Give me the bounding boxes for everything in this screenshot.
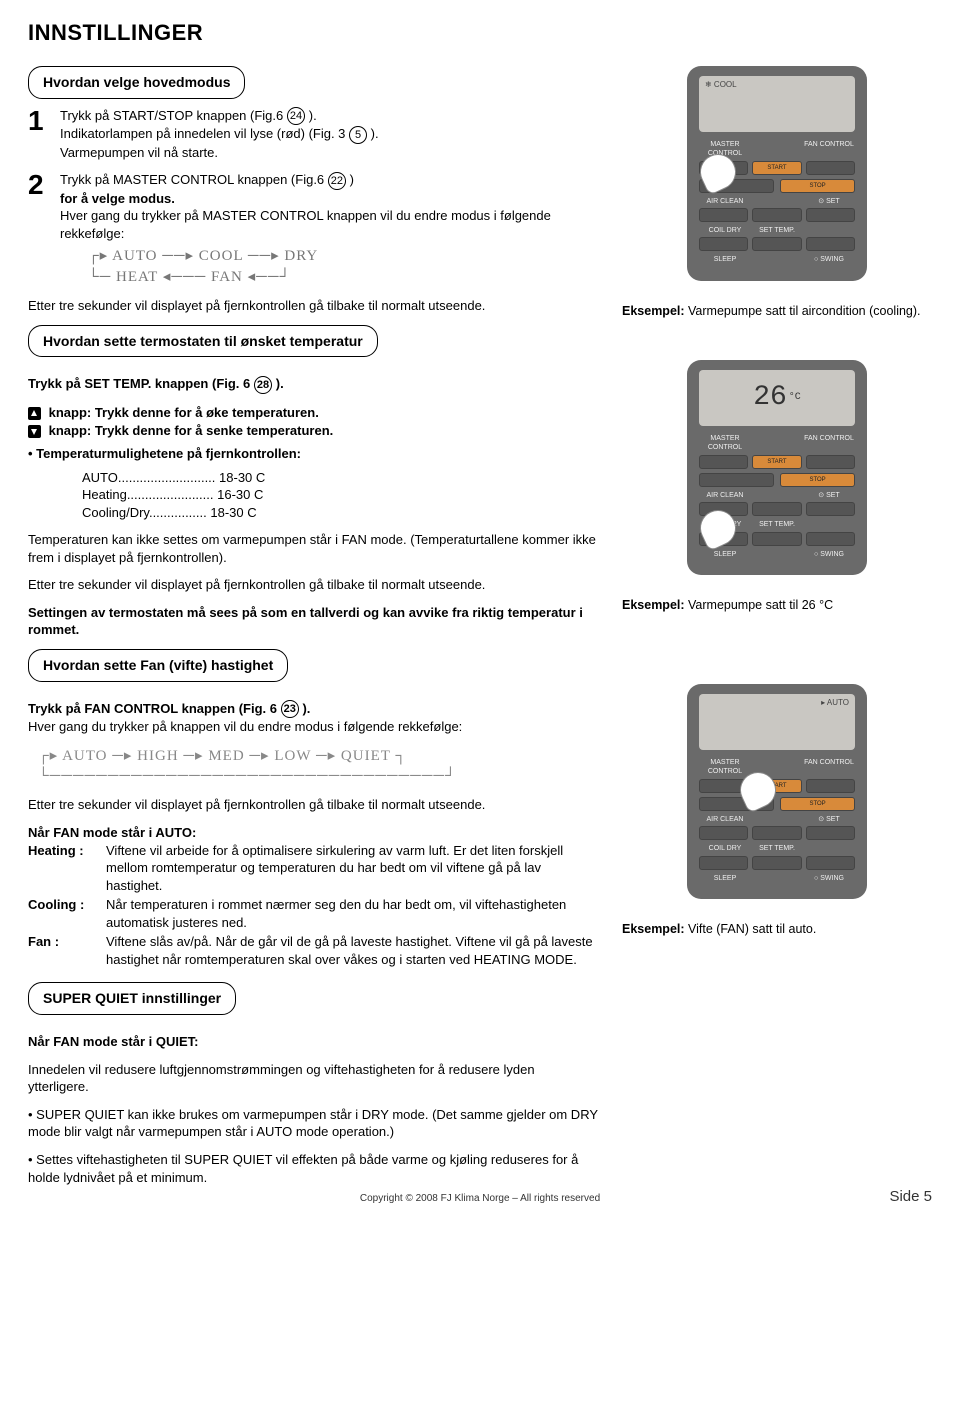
remote-example-1: ❄ COOL MASTER CONTROLFAN CONTROL START S… [622,66,932,281]
up-icon [28,407,41,420]
section2-heading: Hvordan sette termostaten til ønsket tem… [28,325,378,358]
sidebar-examples: ❄ COOL MASTER CONTROLFAN CONTROL START S… [622,66,932,1186]
page-number: Side 5 [889,1187,932,1207]
temp-ranges-header: • Temperaturmulighetene på fjernkontroll… [28,445,598,463]
section3-heading: Hvordan sette Fan (vifte) hastighet [28,649,288,682]
fan-control-instruction: Trykk på FAN CONTROL knappen (Fig. 6 23 … [28,700,598,736]
set-temp-instruction: Trykk på SET TEMP. knappen (Fig. 6 28 ). [28,375,598,394]
fan-mode-note: Temperaturen kan ikke settes om varmepum… [28,531,598,566]
ref-23: 23 [281,700,299,718]
ref-22: 22 [328,172,346,190]
caption-3: Eksempel: Vifte (FAN) satt til auto. [622,921,932,938]
quiet-header: Når FAN mode står i QUIET: [28,1033,598,1051]
step2-text: Trykk på MASTER CONTROL knappen (Fig.6 2… [60,171,598,287]
down-icon [28,425,41,438]
main-content: Hvordan velge hovedmodus 1 Trykk på STAR… [28,66,598,1186]
display-note: Etter tre sekunder vil displayet på fjer… [28,576,598,594]
fan-flow-diagram: ┌▸ AUTO ─▸ HIGH ─▸ MED ─▸ LOW ─▸ QUIET ┐… [38,746,598,787]
ref-24: 24 [287,107,305,125]
thermostat-warning: Settingen av termostaten må sees på som … [28,604,598,639]
mode-flow-diagram: ┌▸ AUTO ──▸ COOL ──▸ DRY └─ HEAT ◂─── FA… [88,246,598,287]
ref-5: 5 [349,126,367,144]
note-1: Etter tre sekunder vil displayet på fjer… [28,297,598,315]
def-heating: Heating :Viftene vil arbeide for å optim… [28,842,598,895]
remote-example-2: 26°C MASTER CONTROLFAN CONTROL START STO… [622,360,932,575]
step-number-2: 2 [28,171,52,287]
caption-1: Eksempel: Varmepumpe satt til airconditi… [622,303,932,320]
def-cooling: Cooling :Når temperaturen i rommet nærme… [28,896,598,931]
section4-heading: SUPER QUIET innstillinger [28,982,236,1015]
temp-ranges: AUTO........................... 18-30 C … [82,469,598,522]
step-number-1: 1 [28,107,52,162]
page-footer: Copyright © 2008 FJ Klima Norge – All ri… [28,1192,932,1206]
quiet-b1: • SUPER QUIET kan ikke brukes om varmepu… [28,1106,598,1141]
ref-28: 28 [254,376,272,394]
up-button-desc: knapp: Trykk denne for å øke temperature… [28,404,598,422]
fan-auto-header: Når FAN mode står i AUTO: [28,824,598,842]
copyright-text: Copyright © 2008 FJ Klima Norge – All ri… [360,1193,600,1204]
quiet-p1: Innedelen vil redusere luftgjennomstrømm… [28,1061,598,1096]
def-fan: Fan :Viftene slås av/på. Når de går vil … [28,933,598,968]
quiet-b2: • Settes viftehastigheten til SUPER QUIE… [28,1151,598,1186]
section1-heading: Hvordan velge hovedmodus [28,66,245,99]
down-button-desc: knapp: Trykk denne for å senke temperatu… [28,422,598,440]
caption-2: Eksempel: Varmepumpe satt til 26 °C [622,597,932,614]
step1-text: Trykk på START/STOP knappen (Fig.6 24 ).… [60,107,598,162]
page-title: INNSTILLINGER [28,18,932,48]
fan-display-note: Etter tre sekunder vil displayet på fjer… [28,796,598,814]
remote-example-3: ▸ AUTO MASTER CONTROLFAN CONTROL START S… [622,684,932,899]
